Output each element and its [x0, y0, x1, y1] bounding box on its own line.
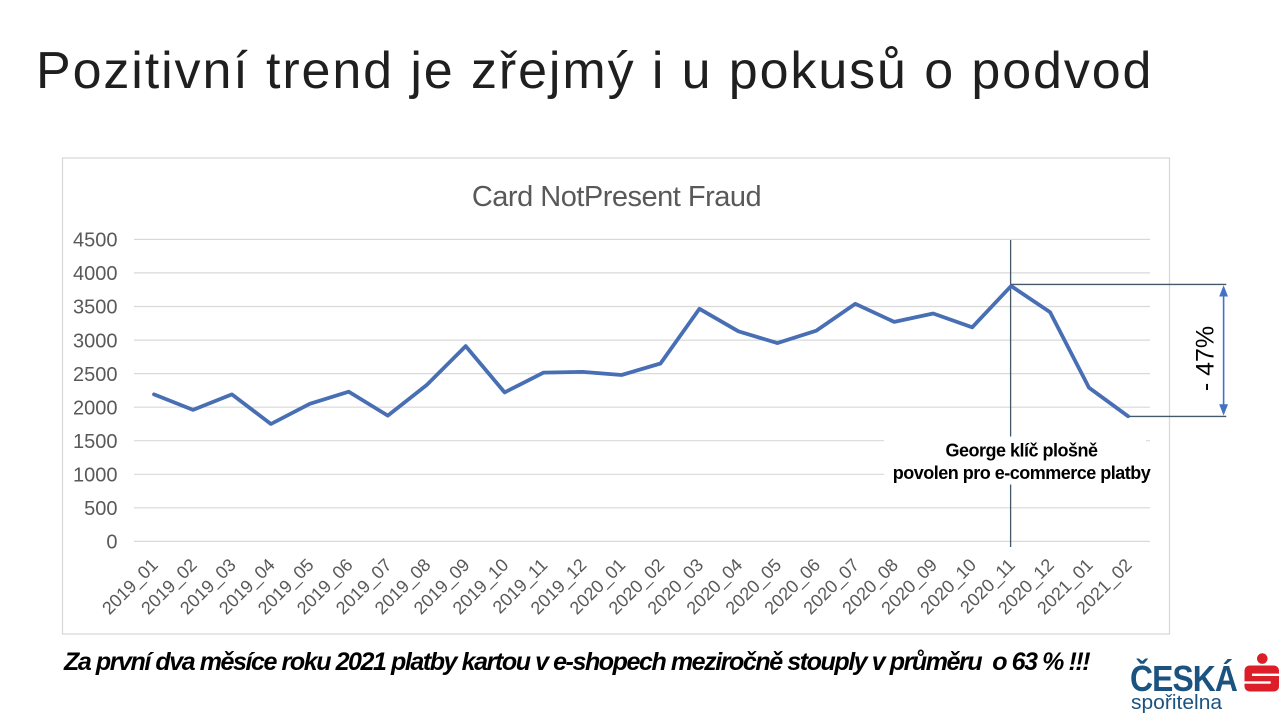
svg-text:500: 500: [84, 498, 117, 520]
svg-text:povolen pro e-commerce platby: povolen pro e-commerce platby: [893, 463, 1151, 483]
svg-text:1000: 1000: [73, 465, 118, 487]
svg-text:Card NotPresent Fraud: Card NotPresent Fraud: [472, 181, 761, 213]
svg-text:0: 0: [106, 532, 117, 554]
svg-text:3000: 3000: [73, 330, 118, 352]
svg-text:3500: 3500: [73, 297, 118, 319]
svg-text:2000: 2000: [73, 397, 118, 419]
svg-text:4500: 4500: [73, 230, 118, 252]
svg-text:1500: 1500: [73, 431, 118, 453]
svg-text:2500: 2500: [73, 364, 118, 386]
svg-text:George klíč plošně: George klíč plošně: [945, 441, 1098, 461]
svg-text:- 47%: - 47%: [1192, 326, 1220, 391]
svg-text:4000: 4000: [73, 263, 118, 285]
